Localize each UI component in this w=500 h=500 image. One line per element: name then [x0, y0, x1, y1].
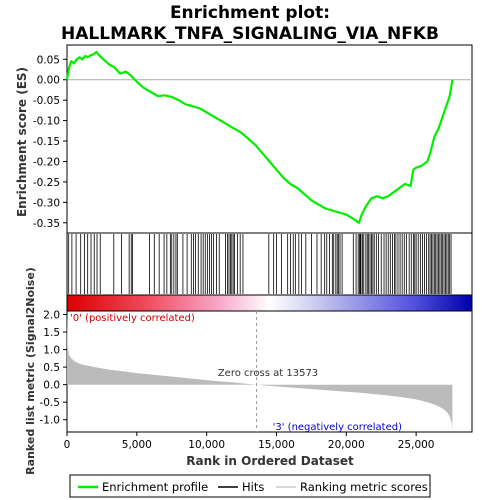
- rank-color-bar: [67, 295, 472, 311]
- legend-ranking-label: Ranking metric scores: [300, 480, 428, 494]
- xtick-label: 10,000: [188, 439, 225, 451]
- metric-ytick-label: 2.0: [43, 310, 60, 322]
- negative-correlation-label: '3' (negatively correlated): [273, 422, 402, 433]
- es-ytick-label: -0.10: [33, 116, 60, 128]
- metric-ytick-label: 1.0: [43, 345, 60, 357]
- chart-title-line2: HALLMARK_TNFA_SIGNALING_VIA_NFKB: [61, 24, 439, 44]
- metric-y-axis-label: Ranked list metric (Signal2Noise): [24, 267, 37, 475]
- metric-ytick-label: 0.0: [43, 380, 60, 392]
- enrichment-profile-line: [65, 50, 454, 224]
- hits-marks: [68, 234, 452, 294]
- x-axis-label: Rank in Ordered Dataset: [186, 454, 354, 468]
- zero-cross-label: Zero cross at 13573: [218, 368, 318, 379]
- es-ytick-label: -0.25: [33, 177, 60, 189]
- xtick-label: 25,000: [398, 439, 435, 451]
- es-y-axis-label: Enrichment score (ES): [15, 67, 29, 217]
- metric-ytick-label: -1.0: [40, 415, 61, 427]
- metric-y-axis-ticks: 2.0 1.5 1.0 0.5 0.0 -0.5 -1.0: [40, 310, 67, 427]
- legend-enrichment-label: Enrichment profile: [102, 480, 208, 494]
- es-ytick-label: 0.05: [37, 54, 60, 66]
- es-y-axis-ticks: 0.05 0.00 -0.05 -0.10 -0.15 -0.20 -0.25 -0.30 -0…: [33, 54, 67, 230]
- xtick-label: 0: [64, 439, 71, 451]
- metric-ytick-label: 1.5: [43, 327, 60, 339]
- xtick-label: 20,000: [328, 439, 365, 451]
- legend-hits-label: Hits: [242, 480, 264, 494]
- metric-x-axis-ticks: 0 5,000 10,000 15,000 20,000 25,000: [64, 432, 435, 451]
- xtick-label: 15,000: [258, 439, 295, 451]
- es-ytick-label: -0.15: [33, 136, 60, 148]
- es-ytick-label: 0.00: [37, 75, 60, 87]
- es-ytick-label: -0.35: [33, 218, 60, 230]
- es-ytick-label: -0.30: [33, 197, 60, 209]
- legend-box: [69, 474, 431, 498]
- chart-title-line1: Enrichment plot:: [170, 3, 330, 23]
- xtick-label: 5,000: [122, 439, 152, 451]
- es-ytick-label: -0.05: [33, 95, 60, 107]
- metric-ytick-label: 0.5: [43, 362, 60, 374]
- es-ytick-label: -0.20: [33, 156, 60, 168]
- positive-correlation-label: '0' (positively correlated): [70, 313, 195, 324]
- metric-ytick-label: -0.5: [40, 397, 61, 409]
